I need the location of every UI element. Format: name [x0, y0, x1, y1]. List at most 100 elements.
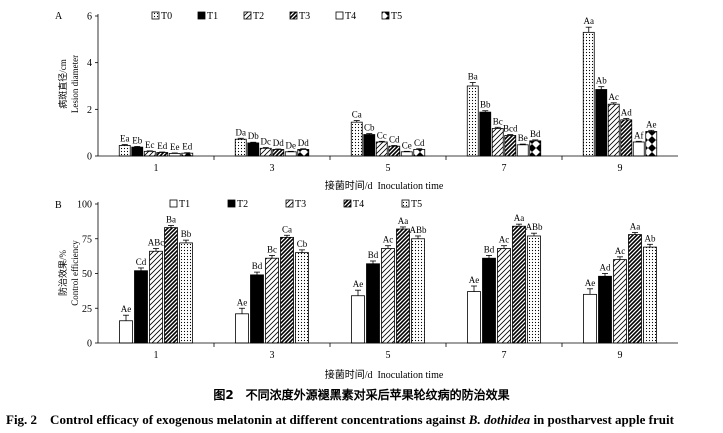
- panel-a-bar-T5-day9: [645, 131, 658, 157]
- panel-b-bar-T5-day1: [179, 242, 193, 344]
- caption-en-prefix: Fig. 2 Control efficacy of exogenous mel…: [6, 412, 469, 427]
- panel-a-bars: Ea Da Ca Ba Aa Eb Db Cb Bb Ab Ec Dc Cc Bc Ac Ed Dd Cd Bcd A…: [118, 16, 658, 157]
- panel-b-bar-T1-day3: [235, 313, 249, 344]
- panel-a-significance-label: Dd: [298, 138, 309, 148]
- panel-a-ylabel: 病斑直径/cm Lesion diameter: [57, 55, 80, 113]
- panel-b-significance-label: Ac: [383, 235, 394, 245]
- panel-a-significance-label: Ac: [609, 92, 620, 102]
- panel-a-significance-label: Ea: [120, 134, 130, 144]
- panel-a-legend-label-T4: T4: [345, 11, 356, 22]
- panel-b-bar-T2-day3: [250, 274, 264, 344]
- panel-b-bar-T2-day9: [598, 275, 612, 344]
- panel-b-bar-T2-day7: [482, 257, 496, 344]
- panel-a-bar-T4-day9: [632, 141, 645, 157]
- panel-b-significance-label: Bd: [368, 250, 379, 260]
- panel-a-legend-swatch-T2: [243, 11, 252, 20]
- panel-a-significance-label: Bcd: [503, 124, 518, 134]
- panel-a-legend-swatch-T5: [381, 11, 390, 20]
- panel-b-significance-label: ABc: [148, 237, 165, 247]
- panel-a-significance-label: Dd: [273, 138, 284, 148]
- panel-b-ytick-label: 100: [77, 200, 92, 211]
- panel-b-legend-swatch-T2: [227, 199, 236, 208]
- panel-b-significance-label: Ac: [499, 235, 510, 245]
- panel-a-legend-swatch-T0: [151, 11, 160, 20]
- panel-b: B 防治效果/% Control efficiency Ae Ae Ae Ae Ae Cd…: [55, 199, 678, 381]
- panel-a-significance-label: Aa: [584, 16, 595, 26]
- panel-a-significance-label: Ca: [352, 110, 362, 120]
- panel-a-bar-T1-day9: [595, 89, 608, 157]
- panel-b-ylabel: 防治效果/% Control efficiency: [57, 240, 80, 306]
- panel-b-xtick-label: 5: [386, 350, 391, 361]
- panel-a-axes: 0 2 4 6 1 3 5 7 9: [87, 12, 678, 174]
- panel-a-bar-T2-day3: [259, 147, 272, 157]
- panel-a-legend-label-T3: T3: [299, 11, 310, 22]
- panel-a-significance-label: Af: [634, 130, 644, 140]
- panel-b-legend: T1 T2 T3 T4 T5: [169, 199, 422, 210]
- panel-b-bar-T4-day9: [628, 234, 642, 344]
- panel-a-significance-label: Ed: [182, 142, 192, 152]
- panel-b-significance-label: Aa: [630, 221, 641, 231]
- panel-a-xtick-label: 1: [154, 163, 159, 174]
- panel-a-significance-label: Da: [236, 127, 247, 137]
- panel-a-significance-label: Ed: [157, 141, 167, 151]
- panel-a-significance-label: Eb: [132, 135, 142, 145]
- panel-a-legend-label-T1: T1: [207, 11, 218, 22]
- panel-a-significance-label: Ae: [646, 119, 657, 129]
- panel-b-legend-label-T5: T5: [411, 199, 422, 210]
- figure-caption-cn: 图2 不同浓度外源褪黑素对采后苹果轮纹病的防治效果: [213, 388, 510, 402]
- figure-caption-en: Fig. 2 Control efficacy of exogenous mel…: [6, 409, 674, 428]
- panel-a-ylabel-cn: 病斑直径/cm: [57, 59, 68, 109]
- panel-b-bar-T4-day7: [512, 225, 526, 344]
- panel-a-bar-T5-day5: [413, 149, 426, 157]
- panel-b-ytick-label: 50: [82, 269, 92, 280]
- panel-a-bar-T0-day5: [350, 121, 363, 157]
- panel-b-legend-swatch-T5: [401, 199, 410, 208]
- panel-a-bar-T3-day9: [620, 119, 633, 157]
- panel-b-legend-swatch-T1: [169, 199, 178, 208]
- panel-a-bar-T0-day7: [466, 85, 479, 157]
- panel-a-xtick-label: 9: [618, 163, 623, 174]
- panel-a-legend-label-T5: T5: [391, 11, 402, 22]
- panel-a-bar-T3-day1: [156, 152, 169, 157]
- panel-a-legend-label-T2: T2: [253, 11, 264, 22]
- panel-b-bar-T4-day1: [164, 227, 178, 344]
- panel-a-significance-label: Bb: [480, 100, 491, 110]
- panel-b-xlabel: 接菌时间/d Inoculation time: [325, 368, 444, 381]
- panel-b-bar-T2-day5: [366, 263, 380, 344]
- panel-b-legend-label-T1: T1: [179, 199, 190, 210]
- panel-b-significance-label: Bd: [252, 261, 263, 271]
- panel-b-significance-label: Ca: [282, 224, 292, 234]
- panel-b-xtick-label: 7: [502, 350, 507, 361]
- panel-a-ytick-label: 6: [87, 12, 92, 23]
- panel-a-bar-T5-day1: [181, 152, 194, 157]
- panel-b-significance-label: Bd: [484, 244, 495, 254]
- panel-b-legend-label-T2: T2: [237, 199, 248, 210]
- panel-b-significance-label: ABb: [525, 222, 543, 232]
- panel-a-bar-T2-day5: [375, 141, 388, 157]
- panel-b-significance-label: Ae: [121, 304, 132, 314]
- panel-b-legend-label-T3: T3: [295, 199, 306, 210]
- panel-a-ytick-label: 2: [87, 105, 92, 116]
- panel-a-bar-T2-day1: [143, 150, 156, 157]
- panel-b-bar-T1-day9: [583, 293, 597, 344]
- panel-b-bar-T1-day1: [119, 320, 133, 344]
- panel-b-significance-label: Ab: [645, 233, 656, 243]
- panel-b-significance-label: Aa: [398, 216, 409, 226]
- panel-a-legend-swatch-T3: [289, 11, 298, 20]
- panel-a-significance-label: Cc: [377, 130, 387, 140]
- panel-b-significance-label: Aa: [514, 213, 525, 223]
- panel-b-legend-swatch-T3: [285, 199, 294, 208]
- panel-a-bar-T1-day7: [479, 111, 492, 157]
- panel-b-bar-T5-day9: [643, 246, 657, 344]
- panel-a: A 病斑直径/cm Lesion diameter Ea Da Ca Ba Aa Eb Db…: [55, 11, 678, 192]
- panel-b-bar-T5-day3: [295, 252, 309, 344]
- panel-b-significance-label: Ba: [166, 215, 176, 225]
- panel-b-ylabel-cn: 防治效果/%: [57, 249, 68, 296]
- panel-b-significance-label: Ad: [600, 263, 611, 273]
- panel-b-bar-T5-day7: [527, 235, 541, 344]
- panel-b-legend-label-T4: T4: [353, 199, 364, 210]
- panel-b-bar-T5-day5: [411, 238, 425, 344]
- panel-b-legend-swatch-T4: [343, 199, 352, 208]
- panel-b-axes: 0 25 50 75 100 1 3 5 7 9: [77, 200, 678, 361]
